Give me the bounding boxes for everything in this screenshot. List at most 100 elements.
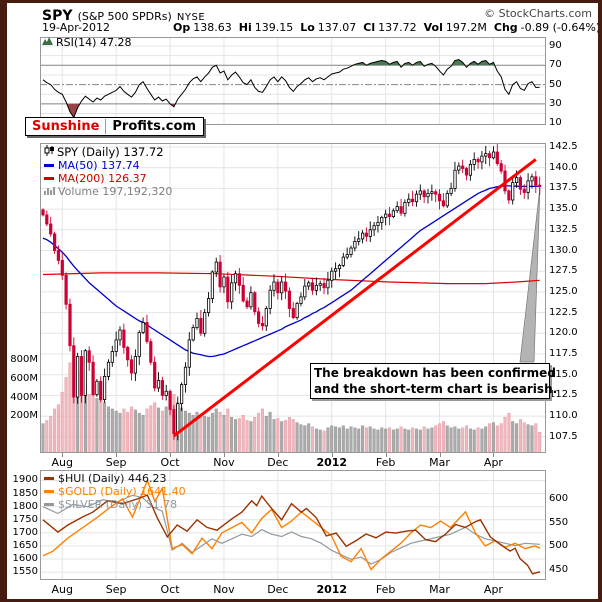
series-line-icon (44, 489, 54, 493)
gold-axis-label: 1650 (12, 539, 38, 551)
sunshine-profits-logo[interactable]: Sunshine Profits.com (25, 117, 204, 136)
volume-bars-icon (44, 185, 55, 198)
ma50-legend-label: MA(50) 137.74 (58, 158, 140, 172)
rsi-axis-label: 70 (549, 59, 562, 71)
price-axis-label: 135.0 (549, 203, 578, 215)
ma50-line-icon (44, 163, 54, 167)
price-axis-label: 112.5 (549, 389, 578, 401)
month-tick (385, 453, 387, 457)
month-tick (439, 453, 441, 457)
quote-field-label: Chg (493, 21, 518, 34)
month-tick (170, 453, 172, 457)
rsi-axis-label: 30 (549, 97, 562, 109)
month-label: Oct (160, 583, 180, 596)
quote-field-value: -0.89 (-0.64%) (520, 21, 601, 34)
rsi-legend-label: RSI(14) 47.28 (56, 35, 132, 49)
symbol-ticker: SPY (42, 8, 73, 24)
silver-legend-row: $SILVER (Daily) 31.78 (44, 497, 186, 511)
price-axis-label: 122.5 (549, 306, 578, 318)
month-label: Dec (267, 456, 289, 469)
quote-field-label: Op (173, 21, 191, 34)
copyright-label: © StockCharts.com (484, 7, 592, 20)
ma50-legend-row: MA(50) 137.74 (44, 158, 172, 172)
month-tick (62, 453, 64, 457)
month-label: Feb (375, 583, 396, 596)
price-axis-label: 132.5 (549, 223, 578, 235)
price-axis-label: 137.5 (549, 182, 578, 194)
month-label: Aug (51, 456, 73, 469)
volume-axis-label: 600M (10, 373, 38, 384)
month-tick (223, 453, 225, 457)
logo-sunshine-text: Sunshine (26, 119, 107, 134)
trendline (172, 158, 537, 438)
month-label: Dec (267, 583, 289, 596)
quote-field-value: 137.07 (317, 21, 357, 34)
month-label: Sep (105, 583, 127, 596)
metals-legend: $HUI (Daily) 446.23 $GOLD (Daily) 1641.40… (44, 472, 186, 511)
volume-axis-label: 400M (10, 392, 38, 403)
rsi-plot (40, 37, 546, 125)
ma200-line-icon (44, 176, 54, 180)
series-line-icon (44, 502, 54, 506)
spy-legend-row: SPY (Daily) 137.72 (44, 145, 172, 159)
annotation-pointer (519, 186, 541, 363)
month-tick (493, 453, 495, 457)
quote-field-label: Lo (300, 21, 315, 34)
month-label: 2012 (316, 456, 348, 469)
month-label: Oct (160, 456, 180, 469)
window-border-top (0, 0, 602, 3)
logo-profits-text: Profits.com (112, 119, 196, 134)
rsi-legend: RSI(14) 47.28 (42, 36, 131, 49)
quote-field-label: Hi (238, 21, 252, 34)
ma200-legend-label: MA(200) 126.37 (58, 171, 147, 185)
month-label: Apr (483, 456, 503, 469)
candlestick-icon (44, 145, 54, 159)
quote-bar: Op 138.63 Hi 139.15 Lo 137.07 Cl 137.72 Vol 197.2… (166, 21, 602, 34)
gold-axis-label: 1700 (12, 526, 38, 538)
hui-axis-label: 500 (549, 540, 569, 552)
quote-field-label: Cl (363, 21, 376, 34)
series-legend-label: $SILVER (Daily) 31.78 (58, 497, 178, 511)
month-tick (331, 453, 333, 457)
rsi-axis-label: 10 (549, 117, 562, 129)
gold-axis-label: 1600 (12, 553, 38, 565)
month-label: Sep (105, 456, 127, 469)
symbol-name: (S&P 500 SPDRs) (77, 10, 172, 23)
window-border-right (598, 0, 602, 602)
price-axis-label: 127.5 (549, 265, 578, 277)
symbol-exchange: NYSE (176, 12, 206, 23)
annotation-line2: and the short-term chart is bearish. (314, 382, 558, 396)
month-label: Aug (51, 583, 73, 596)
quote-field-value: 139.15 (254, 21, 294, 34)
month-tick (277, 453, 279, 457)
annotation-line1: The breakdown has been confirmed (314, 366, 556, 380)
hui-axis-label: 600 (549, 492, 569, 504)
rsi-mountain-icon (42, 36, 53, 49)
quote-field-value: 138.63 (193, 21, 232, 34)
price-axis-label: 115.0 (549, 368, 578, 380)
spy-legend-label: SPY (Daily) 137.72 (57, 145, 164, 159)
gold-legend-row: $GOLD (Daily) 1641.40 (44, 484, 186, 498)
header-title: SPY (S&P 500 SPDRs) NYSE (42, 5, 205, 24)
metals-plot (40, 470, 546, 580)
price-axis-label: 120.0 (549, 327, 578, 339)
price-axis-label: 107.5 (549, 430, 578, 442)
quote-field-value: 197.2M (445, 21, 487, 34)
series-legend-label: $HUI (Daily) 446.23 (58, 471, 167, 485)
hui-axis-label: 550 (549, 516, 569, 528)
volume-legend-row: Volume 197,192,320 (44, 185, 172, 198)
gold-axis-label: 1850 (12, 487, 38, 499)
annotation-box: The breakdown has been confirmed and the… (310, 363, 558, 399)
price-axis-label: 130.0 (549, 244, 578, 256)
price-axis-label: 142.5 (549, 141, 578, 152)
price-axis-label: 117.5 (549, 348, 578, 359)
series-legend-label: $GOLD (Daily) 1641.40 (58, 484, 186, 498)
month-tick (116, 453, 118, 457)
month-label: Apr (483, 583, 503, 596)
volume-axis-label: 200M (10, 410, 38, 421)
price-axis-label: 125.0 (549, 285, 578, 297)
window-border-left (0, 0, 7, 602)
price-axis-label: 110.0 (549, 410, 578, 422)
rsi-axis-label: 50 (549, 78, 562, 90)
